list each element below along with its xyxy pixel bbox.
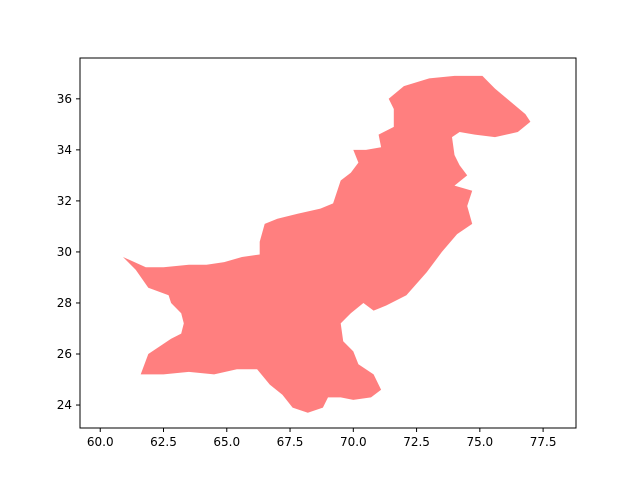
y-tick-label: 30: [57, 245, 72, 259]
y-tick-label: 32: [57, 194, 72, 208]
x-tick-label: 70.0: [340, 435, 367, 449]
y-tick-label: 24: [57, 398, 72, 412]
y-tick-label: 26: [57, 347, 72, 361]
y-tick-label: 36: [57, 92, 72, 106]
x-axis-ticks: 60.0 62.5 65.0 67.5 70.0 72.5 75.0 77.5: [87, 428, 557, 449]
y-tick-label: 34: [57, 143, 72, 157]
plot-frame: [79, 57, 577, 429]
y-tick-label: 28: [57, 296, 72, 310]
y-axis-ticks: 24 26 28 30 32 34 36: [57, 92, 80, 412]
x-tick-label: 77.5: [530, 435, 557, 449]
x-tick-label: 72.5: [403, 435, 430, 449]
x-tick-label: 75.0: [466, 435, 493, 449]
x-tick-label: 67.5: [277, 435, 304, 449]
x-tick-label: 62.5: [150, 435, 177, 449]
region-layer: [123, 75, 531, 413]
x-tick-label: 65.0: [213, 435, 240, 449]
country-region: [123, 75, 531, 413]
x-tick-label: 60.0: [87, 435, 114, 449]
